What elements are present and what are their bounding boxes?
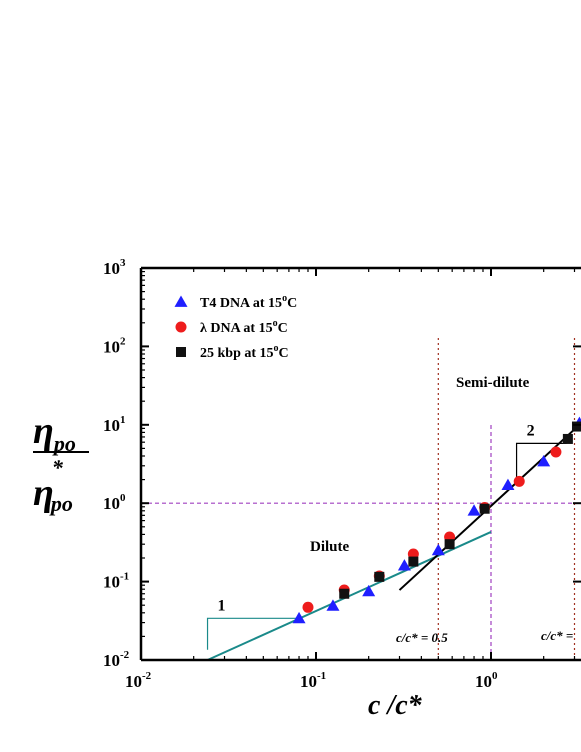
x-tick-label: 10-2 (125, 670, 152, 691)
y-axis-label-denominator: η* po (33, 455, 73, 516)
x-tick-label: 10-1 (300, 670, 326, 691)
slope-triangle-0 (206, 617, 300, 650)
slope-label-0: 1 (218, 597, 226, 614)
legend-label-1: λ DNA at 15oC (200, 318, 288, 336)
legend: T4 DNA at 15oC λ DNA at 15oC 25 kbp at 15o… (174, 293, 297, 361)
y-tick-label: 102 (103, 335, 126, 356)
point-series2-5 (562, 433, 573, 444)
dilute-label: Dilute (310, 539, 350, 555)
annotations: 1 2 Dilute Semi-dilute c/c* = 0.5 c/c* = (218, 375, 574, 645)
point-series0-3 (397, 559, 411, 571)
legend-label-0: T4 DNA at 15oC (200, 293, 297, 311)
y-tick-label: 10-2 (103, 649, 130, 670)
legend-label-2: 25 kbp at 15oC (200, 343, 289, 361)
point-series0-1 (326, 599, 340, 611)
point-series2-0 (339, 588, 350, 599)
point-series2-6 (571, 421, 581, 432)
point-series0-0 (292, 611, 306, 624)
point-series2-3 (444, 539, 455, 550)
point-series0-6 (501, 478, 515, 491)
y-tick-label: 10-1 (103, 571, 129, 592)
slope-triangle-1 (515, 442, 567, 482)
c-half-label: c/c* = 0.5 (396, 630, 448, 645)
semi-dilute-label: Semi-dilute (456, 375, 530, 391)
fit-lines (206, 424, 581, 661)
y-tick-label: 101 (103, 414, 126, 435)
point-series2-2 (408, 556, 419, 567)
slope-label-1: 2 (527, 422, 535, 439)
point-series1-0 (302, 601, 314, 613)
tick-labels: 10-2 10-1 100 101 102 103 10-2 10-1 100 (103, 257, 498, 691)
y-axis-label-numerator: ηpo (33, 410, 76, 456)
point-series2-1 (374, 571, 385, 582)
dilute-fit (207, 531, 492, 661)
legend-marker-1 (175, 321, 187, 333)
reference-lines (141, 337, 581, 660)
point-series2-4 (479, 503, 490, 514)
point-series0-5 (467, 504, 481, 516)
legend-marker-2 (176, 347, 186, 357)
y-tick-label: 100 (103, 492, 126, 513)
y-tick-label: 103 (103, 257, 126, 278)
point-series0-4 (431, 543, 445, 556)
c-three-label: c/c* = (541, 628, 573, 643)
legend-marker-0 (174, 295, 188, 307)
x-axis-label: c /c* (368, 690, 423, 721)
data-points (292, 416, 581, 624)
point-series1-6 (513, 475, 525, 487)
axes (139, 266, 581, 662)
point-series1-7 (550, 446, 562, 458)
point-series0-7 (537, 455, 551, 467)
point-series0-2 (362, 584, 376, 597)
x-tick-label: 100 (475, 670, 498, 691)
